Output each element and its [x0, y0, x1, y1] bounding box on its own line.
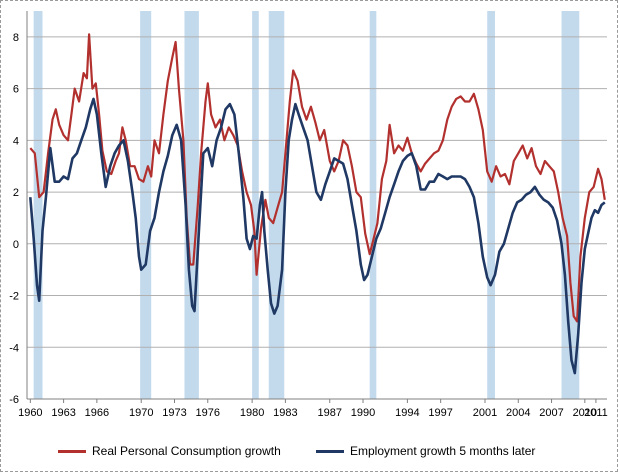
y-tick-label-5: 4	[13, 135, 19, 147]
y-tick-label-4: 2	[13, 187, 19, 199]
y-tick-label-3: 0	[13, 239, 19, 251]
y-tick-label-6: 6	[13, 84, 19, 96]
x-tick-label-5: 1976	[196, 407, 220, 419]
y-tick-labels: -6 -4 -2 0 2 4 6 8	[9, 32, 19, 406]
y-tick-label-0: -6	[9, 394, 19, 406]
x-tick-label-14: 2007	[539, 407, 563, 419]
recession-bands	[33, 11, 580, 399]
recession-band-3	[252, 11, 259, 399]
x-tick-label-15: 2010	[573, 407, 597, 419]
legend-swatch-employment	[316, 449, 344, 453]
x-tick-label-1: 1963	[51, 407, 75, 419]
x-tick-label-10: 1994	[395, 407, 419, 419]
x-tick-label-0: 1960	[18, 407, 42, 419]
legend-item-consumption: Real Personal Consumption growth	[58, 441, 281, 461]
x-tick-label-13: 2004	[506, 407, 530, 419]
x-tick-label-16: 2011	[584, 407, 608, 419]
x-tick-label-7: 1983	[273, 407, 297, 419]
x-tick-labels: 1960 1963 1966 1970 1973 1976 1980 1983 1987 1990…	[18, 407, 608, 419]
x-tick-label-4: 1973	[162, 407, 186, 419]
x-tick-label-2: 1966	[85, 407, 109, 419]
y-tick-label-2: -2	[9, 291, 19, 303]
x-tick-label-6: 1980	[240, 407, 264, 419]
legend-label-employment: Employment growth 5 months later	[350, 444, 536, 458]
recession-band-4	[268, 11, 285, 399]
legend-label-consumption: Real Personal Consumption growth	[92, 444, 281, 458]
gridlines	[27, 36, 607, 400]
x-tick-label-3: 1970	[129, 407, 153, 419]
series-lines	[29, 33, 606, 375]
axes	[26, 11, 607, 403]
recession-band-0	[33, 11, 43, 399]
x-tick-label-11: 1997	[428, 407, 452, 419]
recession-band-6	[487, 11, 495, 399]
y-tick-label-7: 8	[13, 32, 19, 44]
x-tick-label-8: 1987	[318, 407, 342, 419]
series-line-1	[29, 97, 606, 375]
x-tick-label-9: 1990	[351, 407, 375, 419]
recession-band-1	[140, 11, 152, 399]
legend-swatch-consumption	[58, 449, 86, 453]
legend-item-employment: Employment growth 5 months later	[316, 441, 535, 461]
x-tick-label-12: 2001	[473, 407, 497, 419]
series-line-0	[29, 33, 606, 323]
y-tick-label-1: -4	[9, 342, 19, 354]
recession-band-5	[369, 11, 377, 399]
